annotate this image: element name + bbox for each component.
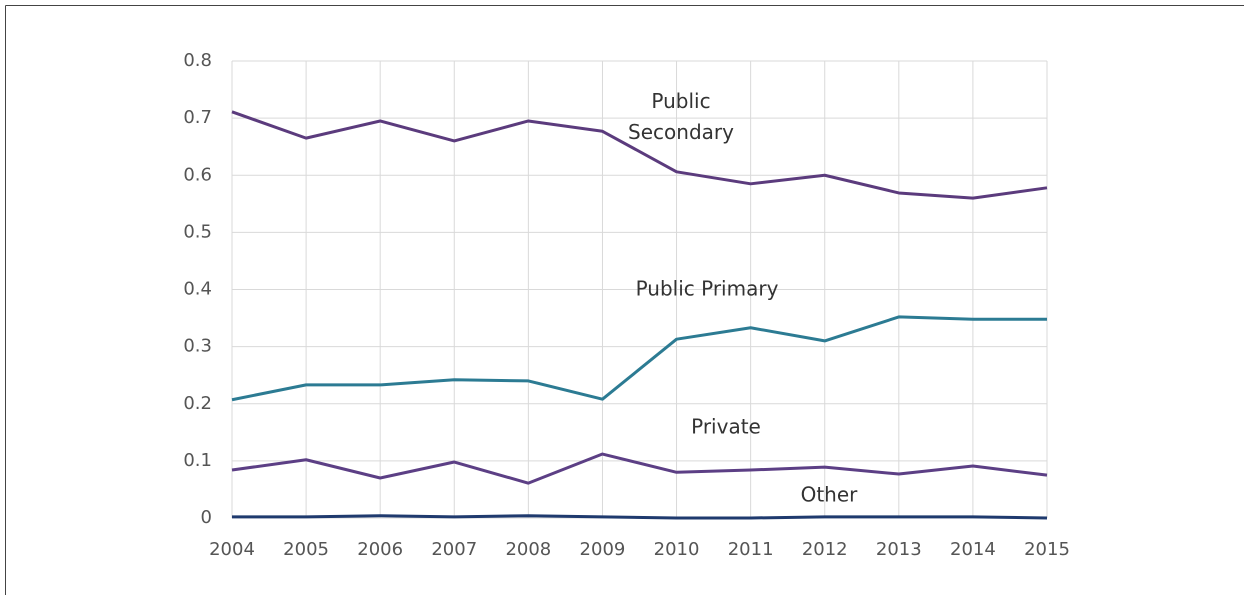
x-tick-label: 2009 <box>580 539 626 560</box>
x-tick-label: 2011 <box>728 539 774 560</box>
x-tick-label: 2006 <box>357 539 403 560</box>
x-tick-label: 2012 <box>802 539 848 560</box>
y-tick-label: 0.3 <box>183 336 212 357</box>
x-tick-label: 2013 <box>876 539 922 560</box>
series-line <box>231 452 1048 485</box>
x-tick-label: 2007 <box>431 539 477 560</box>
y-tick-label: 0.6 <box>183 164 212 185</box>
series-line <box>231 315 1047 402</box>
x-tick-label: 2008 <box>505 539 551 560</box>
y-tick-label: 0.8 <box>183 50 212 71</box>
series-label: Other <box>800 482 858 507</box>
y-tick-label: 0 <box>201 507 212 528</box>
y-tick-label: 0.1 <box>183 450 212 471</box>
series-label: Public Primary <box>635 276 779 301</box>
y-tick-label: 0.7 <box>183 107 212 128</box>
x-tick-label: 2010 <box>654 539 700 560</box>
x-tick-label: 2014 <box>950 539 996 560</box>
y-tick-label: 0.5 <box>183 221 212 242</box>
x-tick-label: 2005 <box>283 539 329 560</box>
x-tick-label: 2004 <box>209 539 255 560</box>
series-label: Private <box>691 414 761 439</box>
y-tick-label: 0.4 <box>183 279 212 300</box>
series-label: Public Secondary <box>628 89 734 144</box>
y-tick-label: 0.2 <box>183 393 212 414</box>
x-tick-label: 2015 <box>1024 539 1070 560</box>
series-line <box>231 110 1048 200</box>
series-line <box>232 514 1048 520</box>
